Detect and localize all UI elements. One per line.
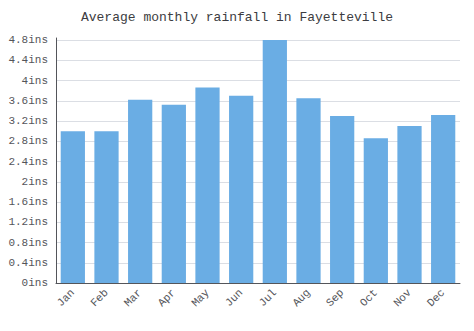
svg-text:Average monthly rainfall in Fa: Average monthly rainfall in Fayetteville [81, 10, 393, 25]
svg-text:0ins: 0ins [22, 277, 48, 289]
svg-text:4.4ins: 4.4ins [8, 54, 48, 66]
svg-text:4.8ins: 4.8ins [8, 34, 48, 46]
svg-text:Sep: Sep [324, 287, 346, 309]
svg-text:Dec: Dec [425, 287, 447, 309]
svg-text:3.2ins: 3.2ins [8, 115, 48, 127]
svg-text:Mar: Mar [122, 287, 144, 309]
svg-text:0.4ins: 0.4ins [8, 257, 48, 269]
svg-text:May: May [189, 286, 212, 309]
svg-text:0.8ins: 0.8ins [8, 237, 48, 249]
svg-text:Nov: Nov [391, 286, 414, 309]
svg-text:1.6ins: 1.6ins [8, 196, 48, 208]
svg-text:4ins: 4ins [22, 75, 48, 87]
svg-text:Aug: Aug [290, 287, 312, 309]
svg-text:Feb: Feb [88, 287, 110, 309]
svg-text:3.6ins: 3.6ins [8, 95, 48, 107]
svg-text:2.4ins: 2.4ins [8, 156, 48, 168]
svg-text:Jul: Jul [257, 287, 279, 309]
svg-text:1.2ins: 1.2ins [8, 216, 48, 228]
svg-text:Apr: Apr [156, 287, 178, 309]
svg-text:Oct: Oct [358, 287, 380, 309]
svg-text:2ins: 2ins [22, 176, 48, 188]
svg-text:2.8ins: 2.8ins [8, 135, 48, 147]
svg-text:Jun: Jun [223, 287, 245, 309]
svg-text:Jan: Jan [55, 287, 77, 309]
